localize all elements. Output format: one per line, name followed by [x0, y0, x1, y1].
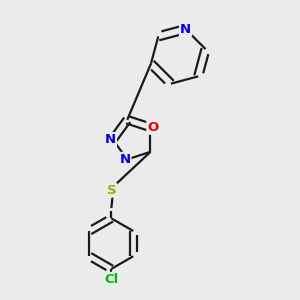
Text: Cl: Cl: [104, 273, 118, 286]
Text: O: O: [147, 121, 158, 134]
Text: N: N: [119, 153, 130, 166]
Text: S: S: [106, 184, 116, 196]
Text: N: N: [105, 133, 116, 146]
Text: N: N: [180, 22, 191, 36]
